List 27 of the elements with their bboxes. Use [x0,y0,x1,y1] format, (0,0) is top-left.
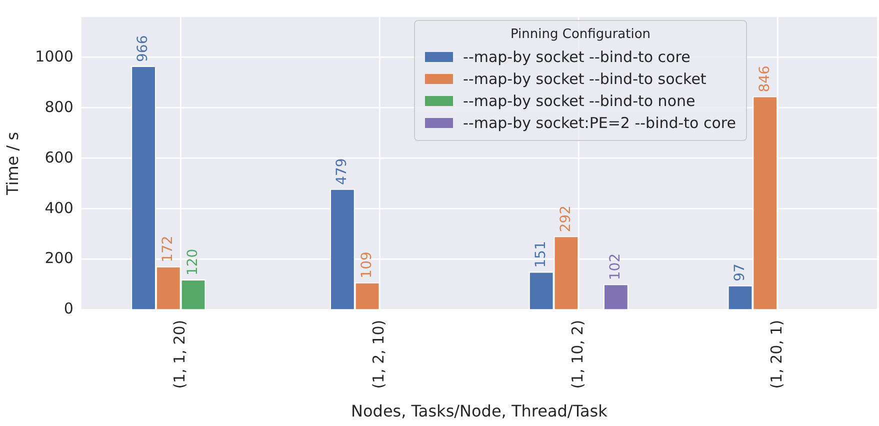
data-label: 846 [756,65,773,92]
data-label: 97 [732,264,748,282]
legend-label: --map-by socket:PE=2 --bind-to core [463,113,736,134]
x-tick-label: (1, 10, 2) [568,320,587,389]
legend-title: Pinning Configuration [509,27,652,42]
data-label: 966 [135,35,152,62]
data-label: 172 [160,236,176,262]
y-tick-label: 800 [44,98,74,116]
x-axis-title: Nodes, Tasks/Node, Thread/Task [351,402,608,421]
y-tick-label: 400 [44,198,74,217]
y-tick-label: 0 [64,300,74,318]
data-label: 479 [334,158,350,185]
y-tick-label: 200 [44,249,74,268]
x-tick-label: (1, 20, 1) [767,320,786,389]
data-label: 109 [358,252,375,278]
data-label: 292 [558,205,574,232]
y-axis-title: Time / s [2,132,22,196]
legend-label: --map-by socket --bind-to socket [463,69,706,90]
x-tick-label: (1, 2, 10) [370,320,388,389]
data-label: 120 [184,248,201,276]
data-label: 102 [608,253,624,280]
x-tick-label: (1, 1, 20) [170,320,189,389]
legend-label: --map-by socket --bind-to none [463,91,696,112]
y-tick-label: 1000 [35,47,74,66]
data-label: 151 [532,240,549,268]
legend-label: --map-by socket --bind-to core [463,47,690,68]
y-tick-label: 600 [44,148,74,166]
